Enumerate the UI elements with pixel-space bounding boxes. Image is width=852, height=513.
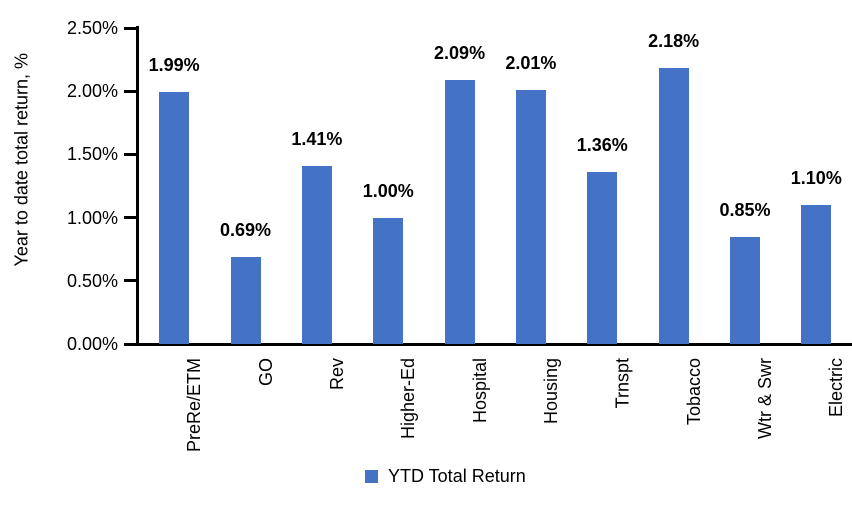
x-axis-category-label-higher-ed: Higher-Ed (398, 358, 419, 440)
bar-trnspt (587, 172, 618, 344)
x-axis-category-label-wtr-swr: Wtr & Swr (754, 358, 775, 439)
value-label-tobacco: 2.18% (648, 31, 700, 52)
y-axis-tick (124, 26, 136, 30)
bar-prere-etm (159, 92, 190, 344)
x-axis-category-label-trnspt: Trnspt (612, 358, 633, 409)
y-axis-tick-label: 2.00% (66, 81, 118, 102)
x-axis-category-label-housing: Housing (540, 358, 561, 425)
value-label-rev: 1.41% (291, 128, 343, 149)
bar-rev (301, 165, 332, 344)
value-label-trnspt: 1.36% (576, 135, 628, 156)
y-axis-line (136, 26, 139, 346)
legend-label: YTD Total Return (388, 466, 526, 486)
x-axis-category-label-hospital: Hospital (469, 358, 490, 424)
x-axis-line (136, 343, 852, 346)
bar-higher-ed (373, 217, 404, 344)
x-axis-category-label-electric: Electric (826, 358, 847, 418)
value-label-hospital: 2.09% (434, 42, 486, 63)
bar-wtr-swr (729, 236, 760, 344)
y-axis-tick (124, 342, 136, 346)
y-axis-tick (124, 279, 136, 283)
y-axis-tick-label: 1.50% (66, 144, 118, 165)
bar-hospital (444, 79, 475, 344)
bar-tobacco (658, 68, 689, 344)
y-axis-tick (124, 152, 136, 156)
y-axis-tick-label: 2.50% (66, 18, 118, 38)
value-label-wtr-swr: 0.85% (719, 199, 771, 220)
y-axis-tick (124, 216, 136, 220)
bar-electric (801, 204, 832, 344)
value-label-housing: 2.01% (505, 52, 557, 73)
value-label-electric: 1.10% (790, 167, 842, 188)
legend-swatch-icon (365, 469, 378, 483)
legend: YTD Total Return (365, 465, 526, 487)
y-axis-tick (124, 89, 136, 93)
x-axis-category-label-rev: Rev (326, 358, 347, 391)
value-label-go: 0.69% (219, 219, 272, 240)
x-axis-category-label-prere-etm: PreRe/ETM (184, 358, 205, 453)
x-axis-category-label-tobacco: Tobacco (683, 358, 704, 426)
bar-go (230, 256, 261, 344)
y-axis-tick-label: 1.00% (66, 207, 118, 228)
y-axis-tick-label: 0.00% (66, 334, 118, 354)
value-label-prere-etm: 1.99% (148, 55, 200, 76)
value-label-higher-ed: 1.00% (362, 180, 414, 201)
bar-housing (515, 89, 546, 344)
y-axis-tick-label: 0.50% (66, 270, 118, 291)
x-axis-category-label-go: GO (255, 358, 276, 387)
